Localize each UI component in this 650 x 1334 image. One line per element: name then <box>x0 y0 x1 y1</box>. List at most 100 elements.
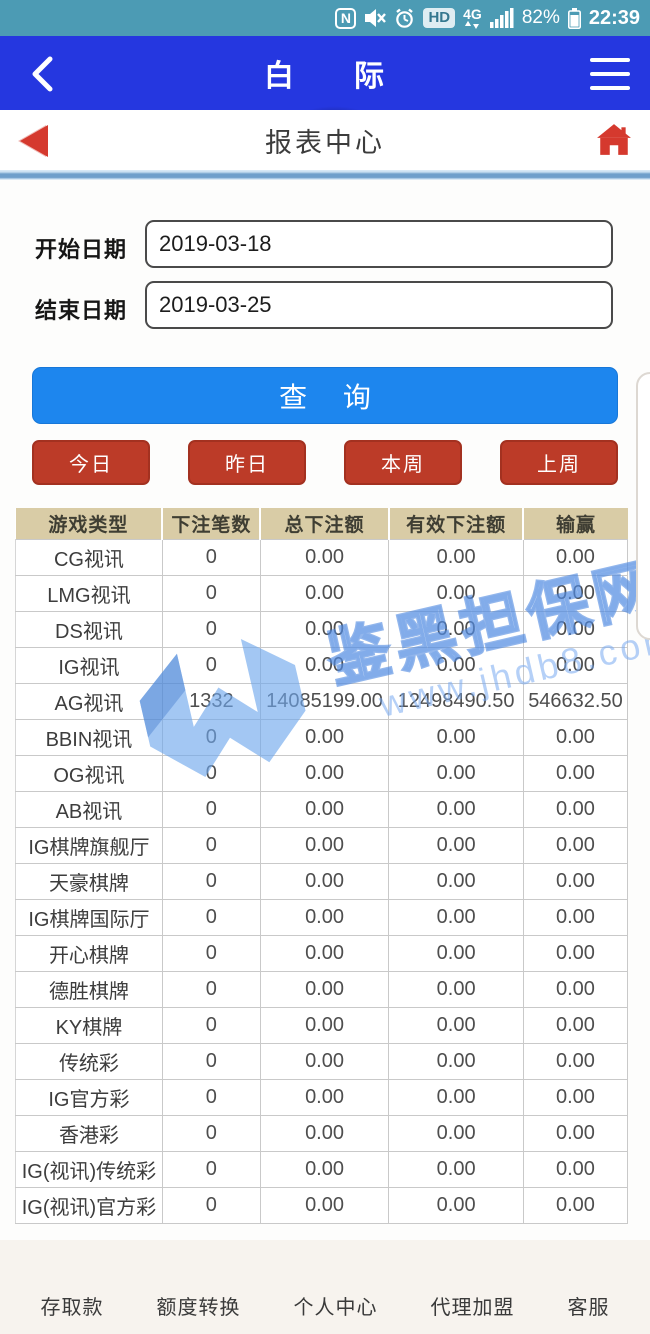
table-cell: 0.00 <box>522 934 629 972</box>
home-icon[interactable] <box>596 122 632 163</box>
table-cell: 0.00 <box>388 718 524 756</box>
table-cell: 0.00 <box>259 754 390 792</box>
table-row: 传统彩 0 0.00 0.00 0.00 <box>15 1042 629 1080</box>
table-cell: 0.00 <box>388 1186 524 1224</box>
table-cell: IG视讯 <box>15 646 163 684</box>
table-cell: 开心棋牌 <box>15 934 163 972</box>
table-cell: 0.00 <box>388 862 524 900</box>
table-cell: 0.00 <box>259 934 390 972</box>
table-cell: KY棋牌 <box>15 1006 163 1044</box>
table-cell: 0.00 <box>259 826 390 864</box>
table-cell: 0 <box>161 1114 261 1152</box>
quick-range-button[interactable]: 今日 <box>32 440 150 485</box>
table-cell: 0.00 <box>259 862 390 900</box>
back-chevron-button[interactable] <box>22 54 62 94</box>
hd-badge-icon: HD <box>423 8 456 28</box>
table-cell: 0 <box>161 970 261 1008</box>
table-row: AG视讯 1332 14085199.00 12498490.50 546632.50 <box>15 682 629 720</box>
page-title: 白际 <box>264 60 386 93</box>
table-cell: 0.00 <box>388 1150 524 1188</box>
table-cell: CG视讯 <box>15 538 163 576</box>
table-cell: 14085199.00 <box>259 682 390 720</box>
table-row: OG视讯 0 0.00 0.00 0.00 <box>15 754 629 792</box>
report-table: 游戏类型 下注笔数 总下注额 有效下注额 输赢 CG视讯 0 0.00 0.00 0.00 LMG… <box>15 508 629 1224</box>
table-cell: 德胜棋牌 <box>15 970 163 1008</box>
clock-label: 22:39 <box>588 6 640 29</box>
footer-item[interactable]: 存取款 <box>40 1297 104 1319</box>
table-cell: IG棋牌旗舰厅 <box>15 826 163 864</box>
table-cell: 0.00 <box>522 754 629 792</box>
back-arrow-button[interactable] <box>20 125 48 157</box>
table-cell: 0.00 <box>522 826 629 864</box>
table-cell: 0.00 <box>522 1186 629 1224</box>
footer-item[interactable]: 额度转换 <box>156 1297 241 1319</box>
table-cell: 0.00 <box>388 970 524 1008</box>
table-cell: 12498490.50 <box>388 682 524 720</box>
table-cell: 0.00 <box>522 790 629 828</box>
table-cell: BBIN视讯 <box>15 718 163 756</box>
footer-item[interactable]: 代理加盟 <box>430 1297 515 1319</box>
table-row: DS视讯 0 0.00 0.00 0.00 <box>15 610 629 648</box>
alarm-icon <box>394 8 415 29</box>
table-cell: 0.00 <box>522 610 629 648</box>
table-cell: AG视讯 <box>15 682 163 720</box>
table-cell: 0.00 <box>388 826 524 864</box>
table-cell: 0.00 <box>388 646 524 684</box>
table-cell: 0 <box>161 646 261 684</box>
quick-range-button[interactable]: 昨日 <box>188 440 306 485</box>
start-date-input[interactable] <box>145 220 613 268</box>
table-row: KY棋牌 0 0.00 0.00 0.00 <box>15 1006 629 1044</box>
table-cell: IG(视讯)传统彩 <box>15 1150 163 1188</box>
column-header: 游戏类型 <box>15 508 163 539</box>
table-cell: 0.00 <box>259 898 390 936</box>
table-cell: 0.00 <box>522 1150 629 1188</box>
table-cell: 0.00 <box>259 1042 390 1080</box>
table-cell: 0.00 <box>388 754 524 792</box>
table-cell: 0.00 <box>388 610 524 648</box>
nfc-icon: N <box>335 7 357 29</box>
column-header: 输赢 <box>522 508 628 539</box>
table-cell: OG视讯 <box>15 754 163 792</box>
table-cell: 0.00 <box>388 1078 524 1116</box>
table-cell: 0.00 <box>259 790 390 828</box>
table-cell: 0.00 <box>522 1042 629 1080</box>
table-cell: IG棋牌国际厅 <box>15 898 163 936</box>
report-title: 报表中心 <box>265 127 385 158</box>
start-date-label: 开始日期 <box>35 237 128 262</box>
table-cell: 0 <box>161 934 261 972</box>
table-cell: 0.00 <box>522 646 629 684</box>
table-cell: 0.00 <box>388 898 524 936</box>
status-bar: N HD 4G 82% <box>0 0 650 36</box>
table-cell: 0 <box>161 574 261 612</box>
table-row: IG(视讯)传统彩 0 0.00 0.00 0.00 <box>15 1150 629 1188</box>
table-cell: 天豪棋牌 <box>15 862 163 900</box>
menu-icon[interactable] <box>590 58 630 90</box>
table-cell: 0 <box>161 790 261 828</box>
table-cell: 0.00 <box>388 934 524 972</box>
floating-scrollbar[interactable] <box>636 372 650 640</box>
nav-bar: 白际 <box>0 36 650 140</box>
query-button[interactable]: 查 询 <box>32 367 618 424</box>
table-cell: 0.00 <box>388 790 524 828</box>
footer-nav: 存取款 额度转换 个人中心 代理加盟 客服 <box>0 1240 650 1334</box>
table-cell: 0.00 <box>522 1078 629 1116</box>
table-row: IG棋牌旗舰厅 0 0.00 0.00 0.00 <box>15 826 629 864</box>
quick-range-button[interactable]: 本周 <box>344 440 462 485</box>
table-cell: 0.00 <box>522 1114 629 1152</box>
table-cell: 0 <box>161 826 261 864</box>
footer-item[interactable]: 个人中心 <box>293 1297 378 1319</box>
table-cell: 0 <box>161 898 261 936</box>
quick-range-button[interactable]: 上周 <box>500 440 618 485</box>
end-date-input[interactable] <box>145 281 613 329</box>
header-divider <box>0 170 650 180</box>
table-row: BBIN视讯 0 0.00 0.00 0.00 <box>15 718 629 756</box>
table-row: 德胜棋牌 0 0.00 0.00 0.00 <box>15 970 629 1008</box>
footer-item[interactable]: 客服 <box>567 1297 610 1319</box>
table-cell: 0.00 <box>388 574 524 612</box>
column-header: 总下注额 <box>259 508 389 539</box>
table-cell: DS视讯 <box>15 610 163 648</box>
table-cell: 546632.50 <box>522 682 629 720</box>
table-cell: 0.00 <box>388 1006 524 1044</box>
table-cell: 0 <box>161 610 261 648</box>
table-row: AB视讯 0 0.00 0.00 0.00 <box>15 790 629 828</box>
